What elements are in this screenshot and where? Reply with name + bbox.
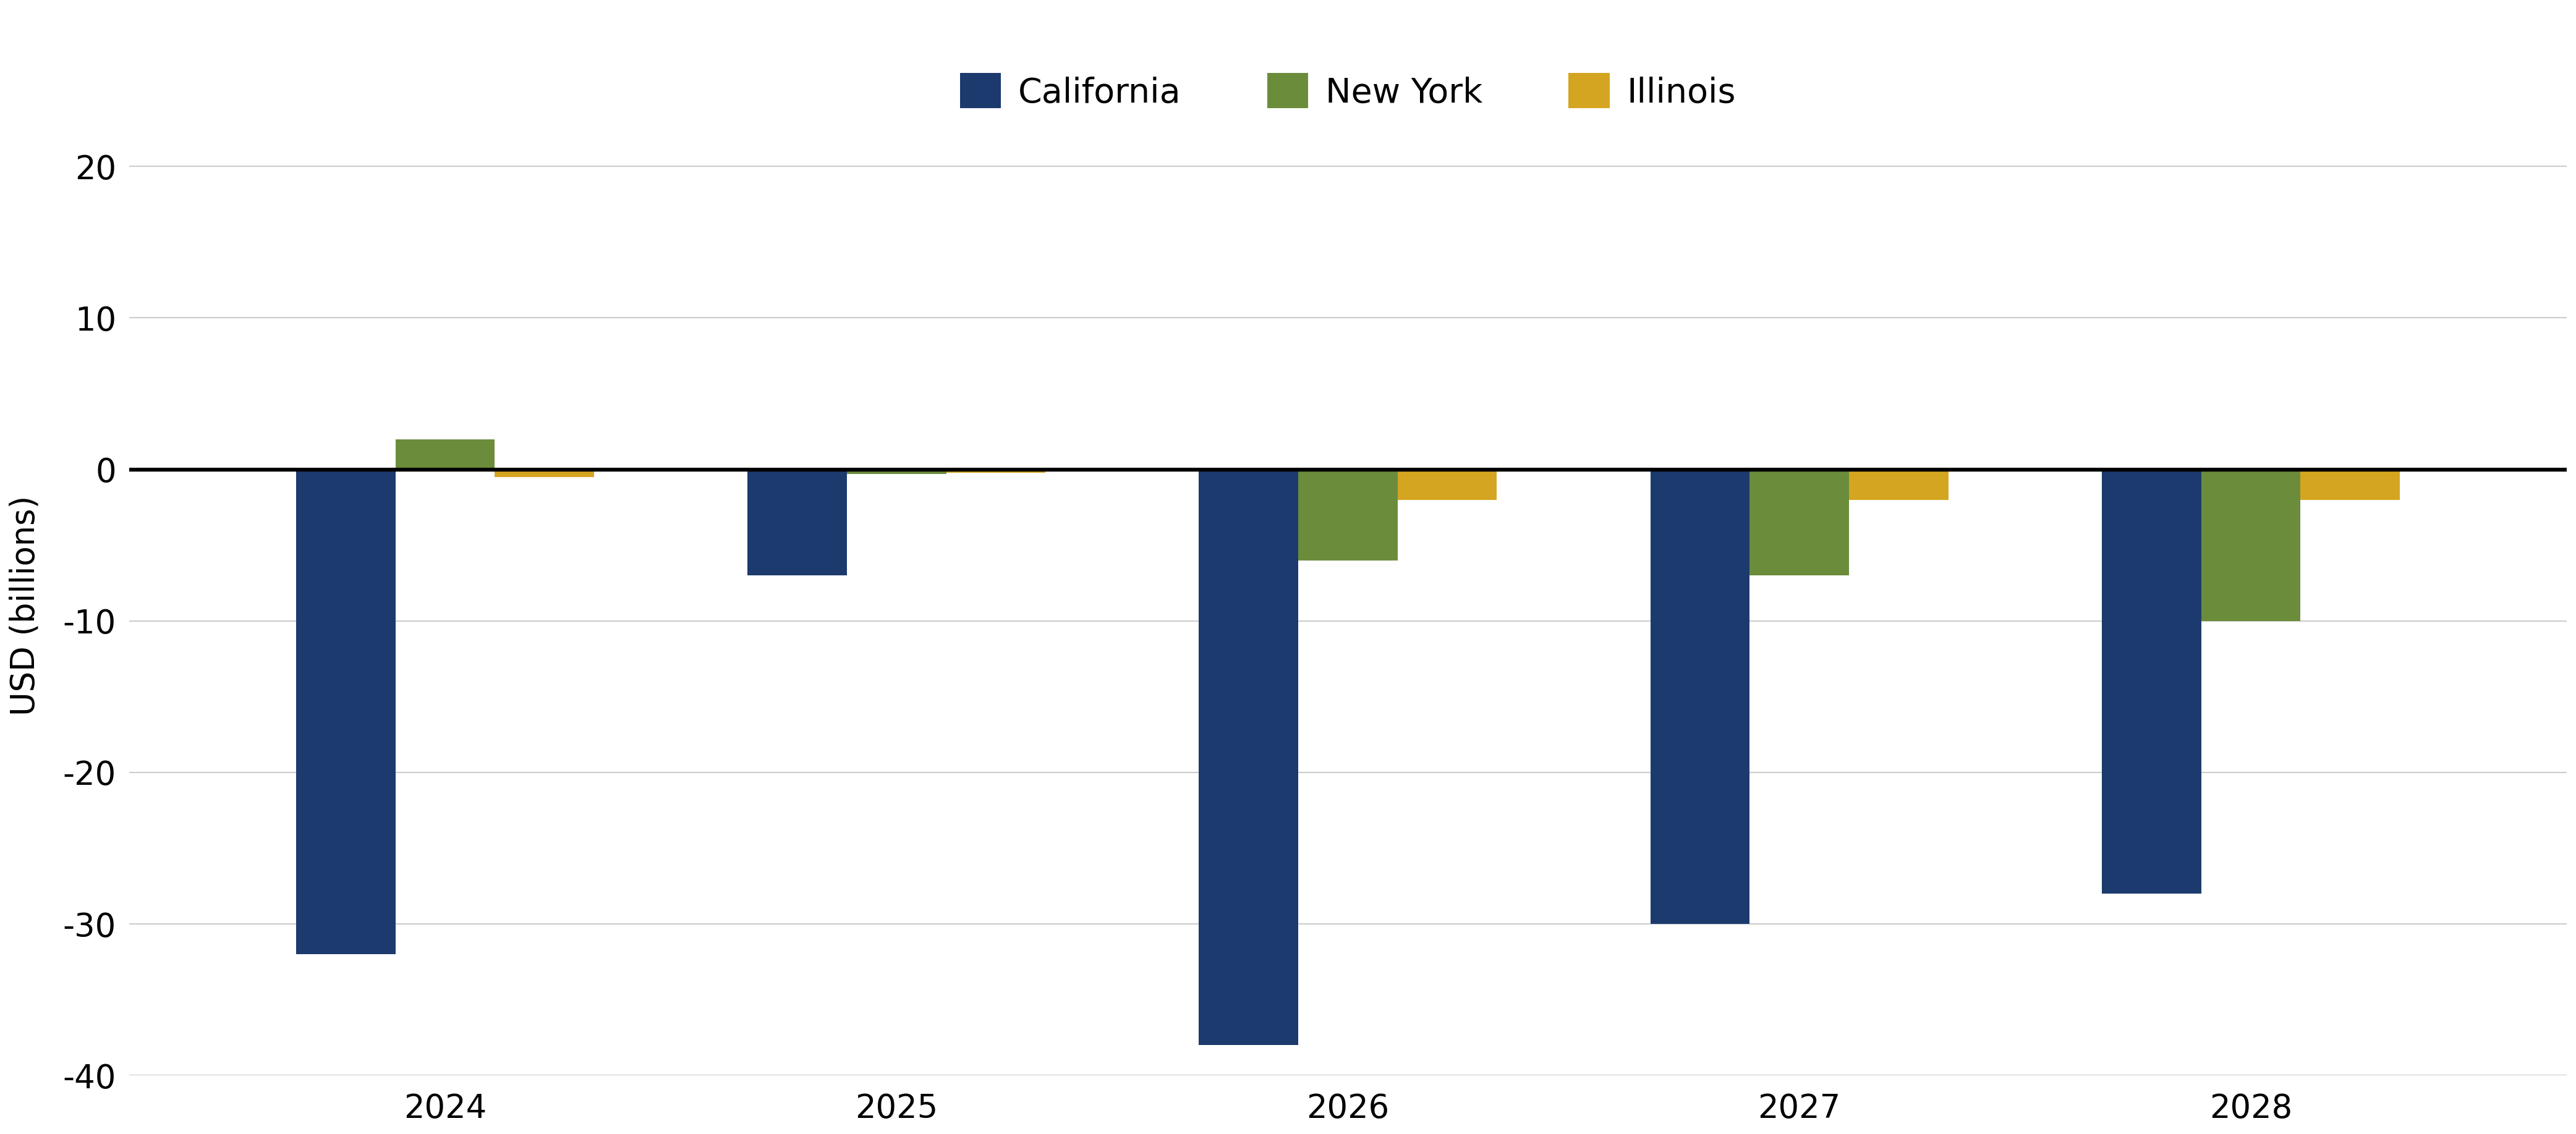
Bar bbox=[1749, 469, 1850, 575]
Bar bbox=[945, 469, 1046, 473]
Bar bbox=[747, 469, 848, 575]
Bar bbox=[848, 469, 945, 474]
Bar bbox=[2102, 469, 2200, 894]
Bar bbox=[2200, 469, 2300, 621]
Bar bbox=[1198, 469, 1298, 1046]
Bar bbox=[1399, 469, 1497, 500]
Bar bbox=[1850, 469, 1947, 500]
Legend: California, New York, Illinois: California, New York, Illinois bbox=[945, 59, 1749, 124]
Bar bbox=[397, 439, 495, 469]
Y-axis label: USD (billions): USD (billions) bbox=[10, 496, 41, 716]
Bar bbox=[1651, 469, 1749, 924]
Bar bbox=[2300, 469, 2401, 500]
Bar bbox=[495, 469, 595, 477]
Bar bbox=[296, 469, 397, 954]
Bar bbox=[1298, 469, 1399, 560]
